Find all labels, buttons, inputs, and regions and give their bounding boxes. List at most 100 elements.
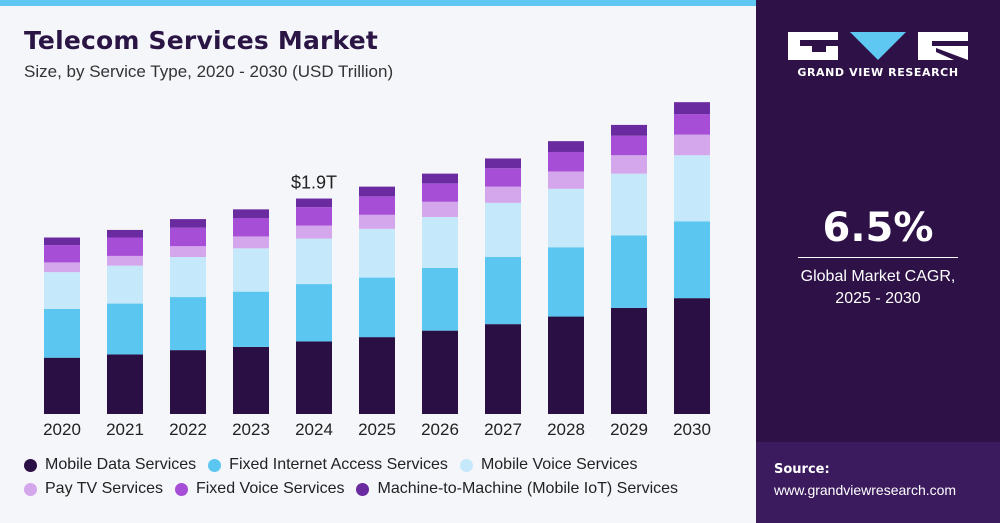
bar-segment-2024-series-5 [296, 198, 332, 208]
bar-segment-2022-series-4 [170, 227, 206, 247]
bar-segment-2020-series-2 [44, 272, 80, 309]
legend-item-5: Machine-to-Machine (Mobile IoT) Services [356, 480, 678, 498]
bar-segment-2028-series-3 [548, 171, 584, 189]
bar-segment-2025-series-5 [359, 186, 395, 197]
legend-swatch-icon [459, 458, 473, 472]
legend-item-1: Fixed Internet Access Services [208, 456, 448, 474]
bar-segment-2028-series-2 [548, 188, 584, 248]
brand-name: GRAND VIEW RESEARCH [797, 66, 959, 79]
x-tick-label-2022: 2022 [169, 420, 207, 439]
bar-segment-2020-series-1 [44, 308, 80, 358]
accent-bar [0, 0, 756, 6]
legend-row-1: Mobile Data Services Fixed Internet Acces… [24, 454, 649, 476]
bar-segment-2022-series-5 [170, 219, 206, 228]
bar-segment-2023-series-5 [233, 209, 269, 219]
bar-segment-2023-series-4 [233, 218, 269, 237]
bar-segment-2021-series-2 [107, 265, 143, 304]
bar-segment-2028-series-0 [548, 316, 584, 414]
x-tick-label-2028: 2028 [547, 420, 585, 439]
bar-segment-2026-series-0 [422, 330, 458, 414]
bar-segment-2027-series-3 [485, 186, 521, 203]
stacked-bar-chart: 2020 2021 2022 2023 2024 2025 2026 2027 2028 2029… [43, 102, 711, 439]
source-url[interactable]: www.grandviewresearch.com [774, 482, 957, 498]
cagr-label: Global Market CAGR, 2025 - 2030 [756, 266, 1000, 310]
x-tick-label-2024: 2024 [295, 420, 333, 439]
bar-segment-2023-series-0 [233, 346, 269, 414]
legend-label: Mobile Data Services [45, 456, 197, 473]
bar-segment-2028-series-5 [548, 141, 584, 152]
bar-segment-2026-series-3 [422, 201, 458, 217]
bar-segment-2024-series-2 [296, 238, 332, 285]
bar-segment-2020-series-5 [44, 237, 80, 246]
chart-subtitle: Size, by Service Type, 2020 - 2030 (USD … [24, 62, 394, 81]
legend-item-3: Pay TV Services [24, 480, 163, 498]
bar-segment-2026-series-1 [422, 267, 458, 331]
x-tick-label-2025: 2025 [358, 420, 396, 439]
x-tick-label-2026: 2026 [421, 420, 459, 439]
bar-segment-2029-series-4 [611, 135, 647, 156]
legend-label: Machine-to-Machine (Mobile IoT) Services [377, 480, 679, 497]
bar-segment-2022-series-0 [170, 350, 206, 414]
cagr-label-line-1: Global Market CAGR, [800, 268, 956, 285]
legend-item-2: Mobile Voice Services [459, 456, 637, 474]
bar-segment-2030-series-0 [674, 298, 710, 414]
bar-segment-2020-series-4 [44, 245, 80, 263]
bar-segment-2025-series-3 [359, 214, 395, 229]
source-box: Source: www.grandviewresearch.com [756, 442, 1000, 523]
chart-title: Telecom Services Market [24, 26, 379, 55]
x-tick-label-2029: 2029 [610, 420, 648, 439]
x-tick-label-2030: 2030 [673, 420, 711, 439]
bar-segment-2030-series-3 [674, 134, 710, 156]
bar-segment-2028-series-1 [548, 247, 584, 317]
bar-segment-2021-series-0 [107, 354, 143, 414]
x-tick-label-2021: 2021 [106, 420, 144, 439]
bar-segment-2023-series-2 [233, 248, 269, 292]
bar-segment-2024-series-3 [296, 225, 332, 239]
chart-panel: Telecom Services Market Size, by Service… [0, 0, 756, 500]
legend-label: Fixed Voice Services [195, 480, 345, 497]
bar-segment-2030-series-4 [674, 114, 710, 135]
bar-segment-2021-series-5 [107, 229, 143, 238]
bar-segment-2021-series-3 [107, 255, 143, 266]
source-title: Source: [774, 462, 830, 477]
data-label-0: $1.9T [291, 173, 337, 193]
sidebar-panel: GRAND VIEW RESEARCH 6.5% Global Market C… [756, 0, 1000, 523]
x-tick-label-2023: 2023 [232, 420, 270, 439]
bar-segment-2030-series-5 [674, 102, 710, 115]
bar-segment-2024-series-0 [296, 341, 332, 414]
bar-segment-2029-series-3 [611, 155, 647, 174]
legend-row-2: Pay TV Services Fixed Voice Services Machi… [24, 478, 690, 500]
legend-swatch-icon [174, 482, 188, 496]
legend-swatch-icon [208, 458, 222, 472]
bar-segment-2025-series-0 [359, 337, 395, 414]
cagr-value: 6.5% [822, 205, 934, 251]
bar-segment-2026-series-4 [422, 183, 458, 202]
bar-segment-2025-series-4 [359, 196, 395, 215]
bar-segment-2027-series-0 [485, 324, 521, 414]
bar-segment-2026-series-5 [422, 173, 458, 184]
bar-segment-2024-series-1 [296, 284, 332, 342]
x-tick-label-2027: 2027 [484, 420, 522, 439]
annotations-group: $1.9T [291, 173, 337, 193]
bar-segment-2020-series-3 [44, 262, 80, 273]
legend-swatch-icon [356, 482, 370, 496]
bar-segment-2027-series-1 [485, 257, 521, 325]
legend-item-4: Fixed Voice Services [174, 480, 345, 498]
bar-segment-2026-series-2 [422, 216, 458, 268]
bar-segment-2028-series-4 [548, 151, 584, 172]
bar-segment-2030-series-2 [674, 155, 710, 222]
bar-segment-2030-series-1 [674, 221, 710, 299]
bar-segment-2023-series-1 [233, 291, 269, 347]
legend-item-0: Mobile Data Services [24, 456, 196, 474]
legend-label: Fixed Internet Access Services [229, 456, 448, 473]
bar-segment-2021-series-1 [107, 303, 143, 355]
bar-segment-2029-series-0 [611, 307, 647, 414]
bar-segment-2029-series-5 [611, 124, 647, 136]
bar-segment-2025-series-1 [359, 277, 395, 338]
bar-segment-2027-series-5 [485, 158, 521, 169]
bar-segment-2022-series-2 [170, 257, 206, 298]
bar-segment-2024-series-4 [296, 207, 332, 226]
legend-swatch-icon [24, 458, 37, 472]
bar-segment-2029-series-1 [611, 235, 647, 308]
